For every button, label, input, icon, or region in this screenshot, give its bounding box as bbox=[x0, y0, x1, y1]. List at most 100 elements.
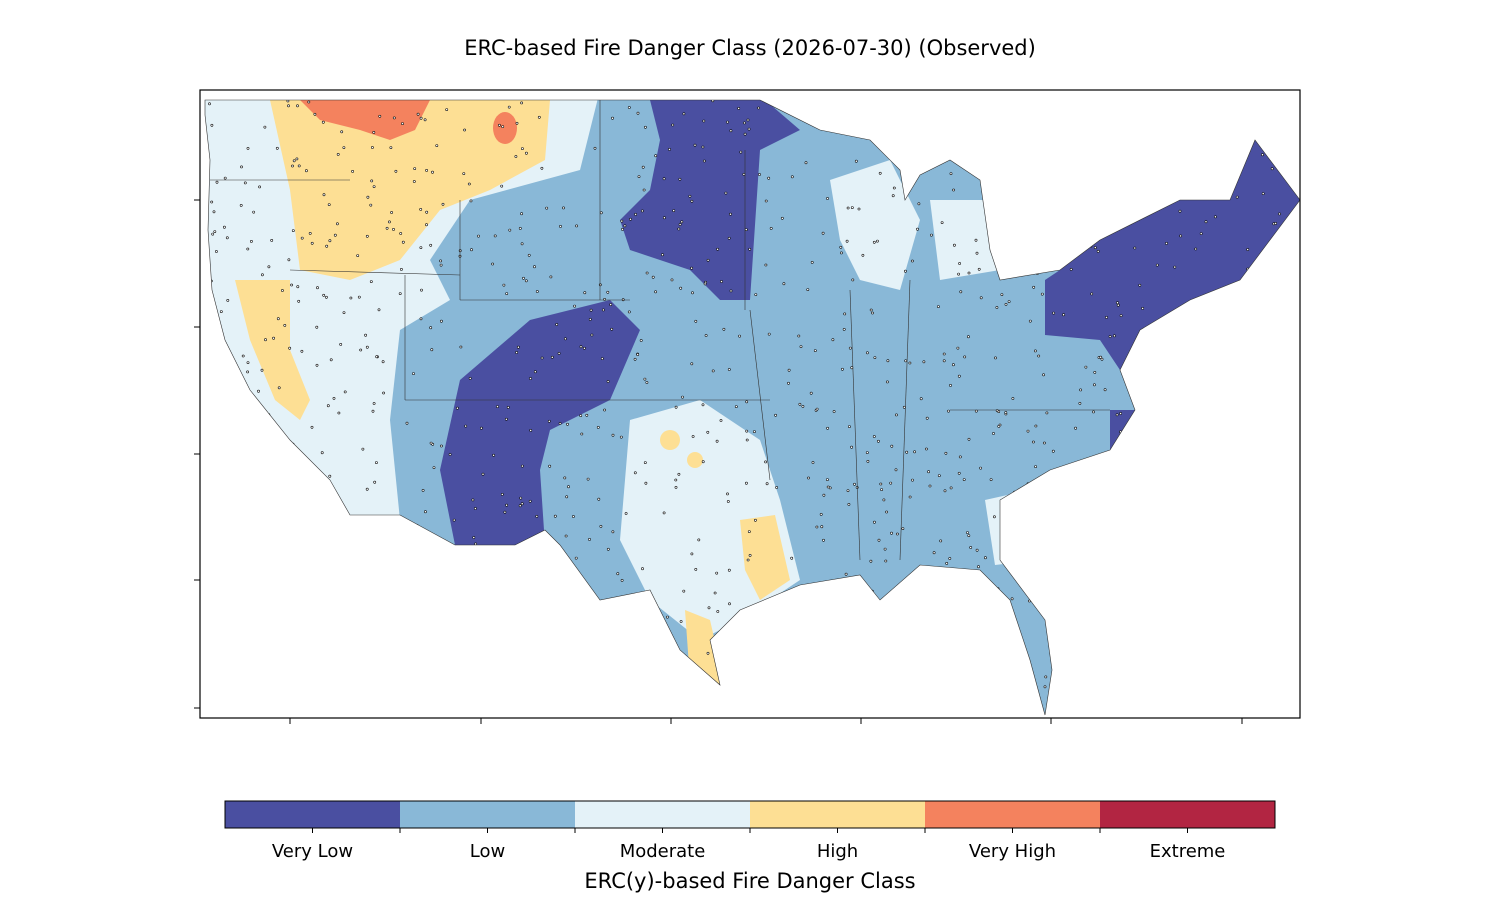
station bbox=[236, 450, 240, 454]
station bbox=[332, 396, 336, 400]
station bbox=[1043, 441, 1046, 445]
station bbox=[1265, 640, 1269, 644]
station bbox=[249, 239, 253, 243]
station bbox=[948, 557, 952, 560]
station bbox=[260, 273, 264, 277]
station bbox=[845, 239, 849, 243]
station bbox=[1249, 649, 1253, 653]
station bbox=[513, 614, 517, 618]
station bbox=[973, 697, 977, 700]
station bbox=[729, 289, 733, 293]
station bbox=[963, 355, 967, 359]
station bbox=[677, 227, 681, 231]
station bbox=[211, 232, 215, 236]
station bbox=[1183, 600, 1187, 603]
station bbox=[292, 664, 296, 668]
station bbox=[496, 405, 499, 409]
station bbox=[706, 651, 710, 655]
station bbox=[1267, 350, 1271, 354]
station bbox=[1100, 657, 1104, 660]
station bbox=[1097, 178, 1101, 182]
station bbox=[874, 667, 878, 671]
station bbox=[992, 646, 996, 650]
station bbox=[919, 397, 923, 401]
station bbox=[548, 464, 552, 468]
station bbox=[1144, 100, 1148, 104]
station bbox=[853, 482, 856, 486]
station bbox=[713, 591, 717, 595]
station bbox=[224, 439, 228, 443]
station bbox=[615, 654, 619, 658]
station bbox=[668, 147, 671, 151]
station bbox=[1034, 465, 1038, 469]
station bbox=[1042, 149, 1046, 153]
station bbox=[890, 531, 893, 535]
station bbox=[1073, 162, 1077, 165]
station bbox=[897, 661, 901, 664]
station bbox=[794, 598, 797, 601]
station bbox=[254, 559, 257, 562]
axis-ticks bbox=[194, 199, 1243, 724]
station bbox=[678, 223, 682, 226]
station bbox=[1078, 401, 1082, 405]
station bbox=[520, 502, 524, 506]
station bbox=[1069, 217, 1073, 221]
station bbox=[898, 154, 902, 158]
station bbox=[1111, 636, 1115, 640]
station bbox=[758, 173, 761, 176]
station bbox=[329, 358, 333, 362]
station bbox=[790, 175, 794, 179]
station bbox=[645, 381, 649, 384]
station bbox=[1139, 214, 1142, 218]
station bbox=[1155, 263, 1159, 267]
station bbox=[1179, 234, 1183, 238]
station bbox=[564, 534, 568, 538]
station bbox=[1241, 505, 1245, 509]
station bbox=[1287, 356, 1290, 360]
station bbox=[371, 409, 375, 413]
station bbox=[624, 512, 628, 515]
station bbox=[455, 608, 459, 612]
station bbox=[1034, 349, 1037, 353]
station bbox=[230, 623, 233, 627]
station bbox=[832, 410, 836, 413]
station bbox=[419, 246, 423, 250]
station bbox=[1082, 652, 1085, 656]
station bbox=[481, 472, 485, 476]
station bbox=[1170, 176, 1174, 180]
station bbox=[460, 587, 464, 591]
station bbox=[322, 193, 326, 197]
station bbox=[957, 272, 961, 276]
station bbox=[492, 453, 496, 457]
station bbox=[520, 212, 524, 216]
station bbox=[324, 295, 328, 299]
station bbox=[975, 548, 979, 552]
station bbox=[967, 625, 971, 629]
station bbox=[535, 515, 539, 518]
station bbox=[1022, 114, 1025, 118]
station bbox=[872, 435, 876, 438]
station bbox=[431, 170, 434, 174]
station bbox=[1044, 675, 1048, 679]
station bbox=[997, 424, 1001, 428]
station bbox=[1011, 397, 1015, 400]
station bbox=[928, 484, 932, 488]
station bbox=[327, 491, 331, 495]
station bbox=[1062, 313, 1066, 317]
station bbox=[602, 308, 605, 312]
station bbox=[984, 696, 988, 700]
station bbox=[845, 614, 849, 618]
station bbox=[1079, 493, 1083, 497]
station bbox=[464, 424, 468, 428]
station bbox=[1233, 548, 1237, 551]
station bbox=[962, 478, 966, 482]
station bbox=[1182, 675, 1186, 679]
station bbox=[237, 672, 241, 676]
station bbox=[583, 346, 586, 350]
station bbox=[644, 125, 647, 129]
station bbox=[1085, 529, 1089, 533]
station bbox=[988, 192, 991, 196]
station bbox=[1159, 169, 1163, 173]
station bbox=[911, 478, 914, 482]
station bbox=[1277, 588, 1281, 592]
